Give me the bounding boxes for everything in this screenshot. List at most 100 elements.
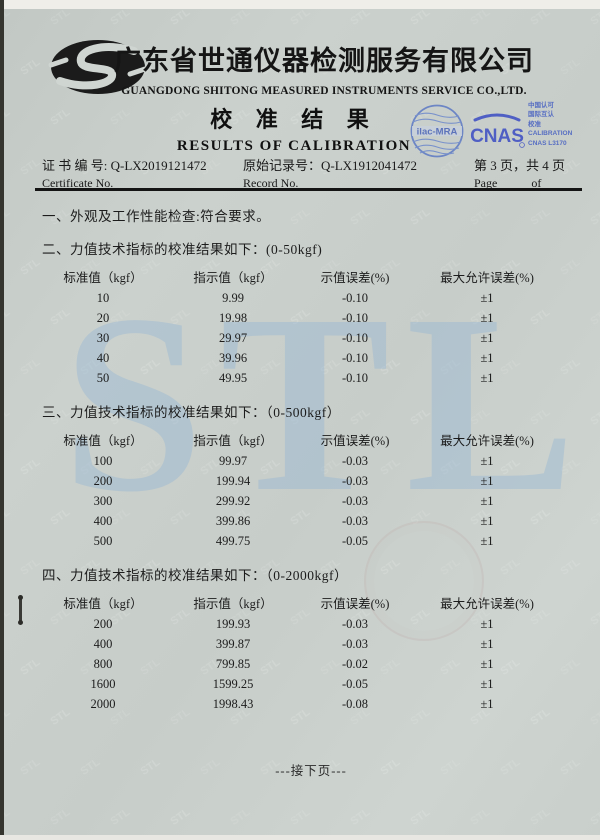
svg-text:CNAS: CNAS xyxy=(470,126,524,147)
stl-texture-mark: STL xyxy=(528,9,553,28)
table-cell: -0.03 xyxy=(341,453,369,468)
record-number-line: 原始记录号：Q-LX1912041472 xyxy=(243,155,417,174)
table-cell: 39.96 xyxy=(218,350,248,365)
table-cell: ±1 xyxy=(480,370,494,385)
table-cell: -0.03 xyxy=(341,473,369,488)
calibration-table-0-2000kgf: 标准值（kgf） 指示值（kgf） 示值误差(%) 最大允许误差(%) 200 1… xyxy=(42,593,566,714)
table-row: 400 399.86 -0.03 ±1 xyxy=(42,511,566,531)
stl-texture-mark: STL xyxy=(588,706,600,728)
page-number-cn: 第 3 页，共 4 页 xyxy=(474,158,566,173)
stl-texture-mark: STL xyxy=(4,806,13,828)
table-cell: 199.93 xyxy=(215,616,251,631)
table-cell: ±1 xyxy=(480,616,494,631)
stl-texture-mark: STL xyxy=(288,806,313,828)
table-header-row: 标准值（kgf） 指示值（kgf） 示值误差(%) 最大允许误差(%) xyxy=(42,430,566,449)
table-cell: 200 xyxy=(93,616,113,631)
stl-texture-mark: STL xyxy=(108,806,133,828)
accreditation-line: 国际互认 xyxy=(528,111,554,119)
table-row: 1600 1599.25 -0.05 ±1 xyxy=(42,674,566,694)
table-cell: 499.75 xyxy=(215,533,251,548)
company-name-en: GUANGDONG SHITONG MEASURED INSTRUMENTS S… xyxy=(121,85,527,97)
table-row: 400 399.87 -0.03 ±1 xyxy=(42,634,566,654)
section-heading-0-2000kgf: 四、力值技术指标的校准结果如下：（0-2000kgf） xyxy=(42,568,348,583)
table-cell: 300 xyxy=(93,493,113,508)
stl-texture-mark: STL xyxy=(168,806,193,828)
table-cell: 399.86 xyxy=(215,513,251,528)
table-cell: -0.08 xyxy=(341,696,369,711)
table-cell: 799.85 xyxy=(215,656,251,671)
stl-texture-mark: STL xyxy=(48,9,73,28)
table-cell: 400 xyxy=(93,513,113,528)
results-content: 一、外观及工作性能检查:符合要求。 二、力值技术指标的校准结果如下：(0-50k… xyxy=(42,205,580,779)
table-cell: -0.05 xyxy=(341,533,369,548)
section-heading-0-500kgf: 三、力值技术指标的校准结果如下：（0-500kgf） xyxy=(42,405,341,420)
stl-texture-mark: STL xyxy=(4,706,13,728)
table-body: 200 199.93 -0.03 ±1 400 399.87 -0.03 ±1 800 799.8… xyxy=(42,614,566,714)
table-cell: 399.87 xyxy=(215,636,251,651)
table-cell: -0.03 xyxy=(341,513,369,528)
stl-texture-mark: STL xyxy=(348,806,373,828)
stl-texture-mark: STL xyxy=(588,506,600,528)
column-header: 示值误差(%) xyxy=(320,597,390,611)
stl-texture-mark: STL xyxy=(18,56,43,78)
table-cell: 299.92 xyxy=(215,493,251,508)
table-cell: -0.03 xyxy=(341,636,369,651)
certificate-number-value: Q-LX2019121472 xyxy=(110,158,207,173)
table-cell: -0.02 xyxy=(341,656,369,671)
record-number-block: 原始记录号：Q-LX1912041472 Record No. xyxy=(243,155,417,191)
table-cell: 50 xyxy=(96,370,110,385)
table-cell: ±1 xyxy=(480,656,494,671)
continued-next-page-text: ---接下页--- xyxy=(275,764,347,778)
company-logo-icon xyxy=(48,36,148,103)
column-header: 指示值（kgf） xyxy=(193,271,273,285)
photo-background-top xyxy=(0,0,600,9)
table-cell: 2000 xyxy=(90,696,116,711)
table-row: 200 199.93 -0.03 ±1 xyxy=(42,614,566,634)
cnas-seal-icon: CNAS xyxy=(467,109,527,156)
certificate-number-block: 证 书 编 号: Q-LX2019121472 Certificate No. xyxy=(42,155,207,191)
record-number-label-en: Record No. xyxy=(243,176,299,190)
table-cell: 49.95 xyxy=(218,370,248,385)
table-cell: 40 xyxy=(96,350,110,365)
stl-texture-mark: STL xyxy=(18,256,43,278)
table-cell: 99.97 xyxy=(218,453,248,468)
table-row: 300 299.92 -0.03 ±1 xyxy=(42,491,566,511)
table-cell: -0.10 xyxy=(341,310,369,325)
table-cell: 19.98 xyxy=(218,310,248,325)
stl-texture-mark: STL xyxy=(4,306,13,328)
table-cell: ±1 xyxy=(480,453,494,468)
calibration-table-0-500kgf: 标准值（kgf） 指示值（kgf） 示值误差(%) 最大允许误差(%) 100 9… xyxy=(42,430,566,551)
table-cell: ±1 xyxy=(480,696,494,711)
table-cell: -0.10 xyxy=(341,330,369,345)
staple-mark xyxy=(18,595,23,625)
accreditation-line: CNAS L3170 xyxy=(528,139,567,147)
stl-texture-mark: STL xyxy=(588,306,600,328)
column-header: 示值误差(%) xyxy=(320,271,390,285)
of-label: of xyxy=(531,176,542,190)
table-row: 100 99.97 -0.03 ±1 xyxy=(42,451,566,471)
certificate-page: STL STL STL STL STL STL STL STL STL STL STL STL STL S… xyxy=(4,9,600,835)
table-row: 10 9.99 -0.10 ±1 xyxy=(42,288,566,308)
stl-texture-mark: STL xyxy=(18,556,43,578)
section-heading-0-50kgf: 二、力值技术指标的校准结果如下：(0-50kgf) xyxy=(42,242,323,257)
stl-texture-mark: STL xyxy=(558,56,583,78)
stl-texture-mark: STL xyxy=(18,456,43,478)
certificate-number-label: 证 书 编 号: xyxy=(42,158,111,173)
record-number-value: Q-LX1912041472 xyxy=(321,158,418,173)
table-row: 2000 1998.43 -0.08 ±1 xyxy=(42,694,566,714)
table-cell: 20 xyxy=(96,310,110,325)
table-row: 20 19.98 -0.10 ±1 xyxy=(42,308,566,328)
table-cell: ±1 xyxy=(480,290,494,305)
photo-background-left xyxy=(0,0,4,840)
page-label: Page xyxy=(474,176,498,190)
stl-texture-mark: STL xyxy=(4,106,13,128)
calibration-table-0-50kgf: 标准值（kgf） 指示值（kgf） 示值误差(%) 最大允许误差(%) 10 9.… xyxy=(42,267,566,388)
stl-texture-mark: STL xyxy=(408,806,433,828)
stl-texture-mark: STL xyxy=(468,806,493,828)
stl-texture-mark: STL xyxy=(228,9,253,28)
table-cell: 9.99 xyxy=(222,290,244,305)
stl-texture-mark: STL xyxy=(18,156,43,178)
page-title: 校 准 结 果 xyxy=(210,107,378,132)
photo-background-bottom xyxy=(0,835,600,840)
svg-text:ilac-MRA: ilac-MRA xyxy=(417,127,458,138)
